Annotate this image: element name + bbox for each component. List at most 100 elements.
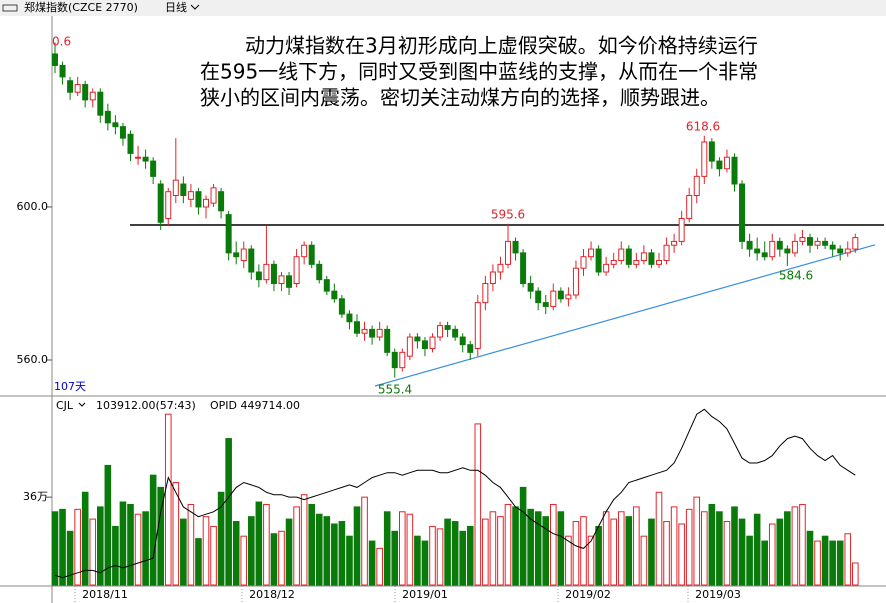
volume-bar	[300, 494, 308, 586]
candle-body	[323, 279, 330, 292]
volume-bar	[655, 491, 663, 586]
volume-bar	[338, 521, 346, 586]
volume-bar	[444, 518, 451, 586]
header-icon	[2, 4, 18, 12]
volume-bar	[142, 511, 149, 586]
note-line: 在595一线下方，同时又受到图中蓝线的支撑，从而在一个非常	[200, 60, 758, 84]
price-annotation: 618.6	[686, 120, 720, 134]
volume-bar	[806, 530, 814, 586]
volume-bar	[852, 562, 859, 586]
x-tick-label: 2018/12	[249, 588, 295, 601]
period[interactable]: 日线	[165, 0, 187, 14]
open-interest-line	[54, 408, 856, 579]
volume-bar	[670, 506, 678, 586]
candle-body	[535, 290, 542, 304]
volume-bar	[210, 525, 217, 586]
candle-body	[89, 91, 96, 101]
candle-body	[429, 336, 436, 350]
candle-body	[678, 217, 685, 242]
volume-bar	[391, 530, 399, 586]
candle-body	[686, 195, 693, 219]
volume-bar	[512, 506, 519, 586]
volume-bar	[232, 521, 240, 586]
candle-body	[588, 248, 595, 258]
candle-body	[331, 290, 338, 300]
candle-body	[104, 110, 111, 124]
candle-body	[157, 183, 164, 223]
volume-bar	[829, 540, 836, 586]
volume-bar	[527, 508, 534, 586]
candle-body	[248, 248, 255, 273]
candle-body	[723, 156, 730, 170]
candle-body	[671, 240, 678, 246]
candle-body	[565, 294, 572, 300]
volume-bar	[519, 486, 527, 586]
candle-body	[746, 240, 753, 250]
volume-bar	[640, 535, 648, 586]
volume-bar	[406, 513, 414, 586]
volume-bar	[799, 503, 806, 586]
volume-bar	[708, 503, 716, 586]
candle-body	[165, 191, 172, 219]
volume-bar	[293, 506, 300, 586]
candle-body	[195, 191, 202, 208]
candle-body	[218, 191, 225, 212]
volume-bar	[602, 511, 610, 586]
dropdown-arrow[interactable]	[190, 4, 200, 10]
volume-bar	[746, 535, 753, 586]
candle-body	[769, 240, 776, 258]
volume-bar	[308, 503, 315, 586]
candle-body	[656, 260, 662, 265]
volume-bar	[51, 511, 59, 586]
volume-bar	[149, 474, 157, 586]
candle-body	[852, 237, 859, 250]
indicator[interactable]: CJL	[56, 399, 74, 412]
candle-body	[180, 183, 187, 197]
candle-body	[270, 263, 277, 284]
candle-body	[301, 244, 308, 258]
candle-body	[497, 263, 504, 273]
candle-body	[354, 321, 360, 334]
days-label: 107天	[54, 380, 86, 393]
volume-bar	[761, 540, 769, 586]
candle-body	[754, 248, 761, 254]
volume-bar	[587, 535, 595, 586]
candle-body	[384, 328, 391, 353]
volume-bar	[180, 518, 187, 586]
volume-bar	[248, 516, 255, 586]
volume-bar	[814, 540, 821, 586]
volume-bar	[323, 516, 331, 586]
candle-body	[739, 183, 746, 242]
volume-bar	[776, 518, 784, 586]
candle-body	[293, 256, 300, 284]
volume-bar	[202, 516, 210, 586]
candle-body	[701, 141, 708, 177]
candle-body	[648, 252, 655, 265]
candle-body	[807, 237, 813, 246]
candle-body	[421, 340, 428, 350]
volume-bar	[489, 511, 497, 586]
volume-bar	[421, 540, 429, 586]
volume-bar	[383, 511, 391, 586]
candle-body	[505, 240, 511, 265]
candle-body	[437, 325, 444, 338]
trend-line	[374, 244, 876, 387]
volume-bar	[217, 491, 225, 586]
candle-body	[603, 263, 610, 273]
y-tick-label: 600.0	[17, 200, 49, 213]
volume-bar	[172, 481, 180, 586]
candle-body	[233, 252, 240, 258]
volume-bar	[195, 538, 202, 586]
dropdown-arrow[interactable]	[78, 402, 86, 407]
volume-bar	[580, 516, 587, 586]
candle-body	[406, 336, 413, 357]
candle-body	[527, 282, 534, 292]
volume-bar	[648, 518, 655, 586]
volume-bar	[844, 533, 852, 586]
volume-bar	[474, 423, 482, 586]
volume-bar	[255, 501, 263, 586]
volume-bar	[164, 413, 172, 586]
volume-bar	[81, 491, 89, 586]
candle-body	[610, 260, 617, 265]
